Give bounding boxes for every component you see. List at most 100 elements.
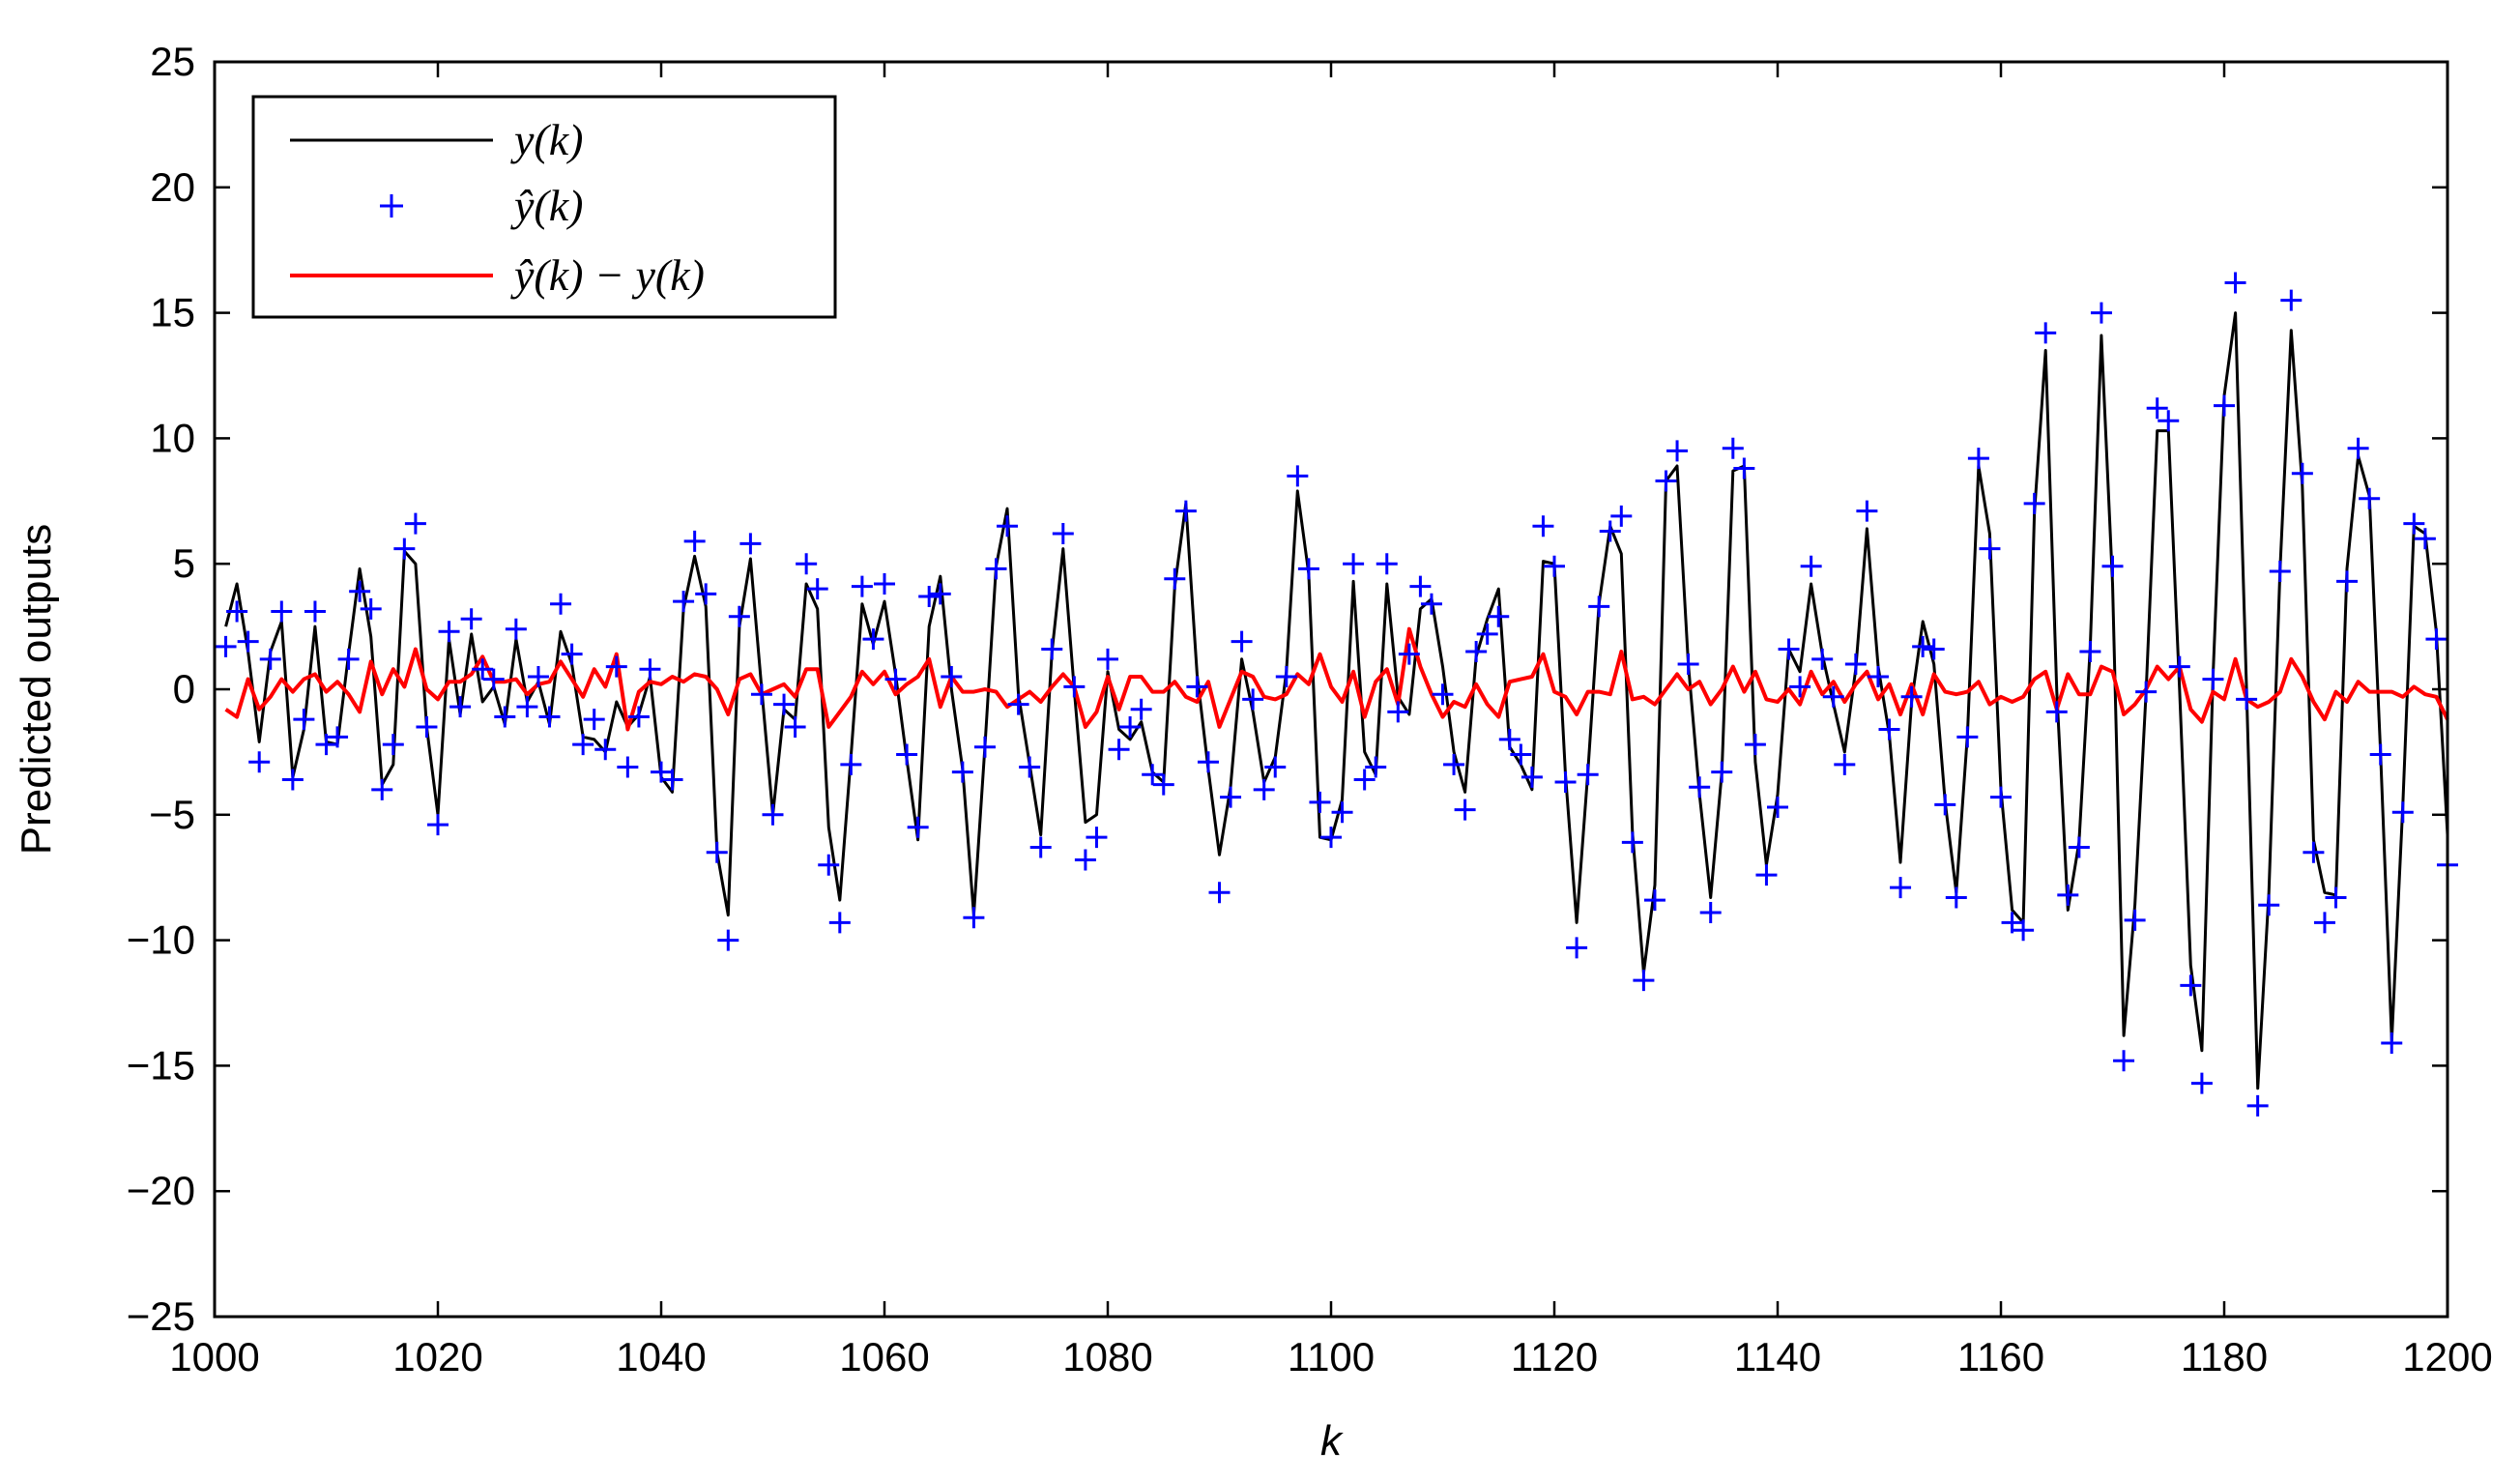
data-point-marker <box>1320 827 1342 849</box>
data-point-marker <box>304 600 326 623</box>
x-tick-label: 1080 <box>1062 1334 1152 1379</box>
x-tick-label: 1140 <box>1734 1334 1821 1379</box>
data-point-marker <box>1956 726 1979 748</box>
y-tick-label: −5 <box>149 792 195 837</box>
data-point-marker <box>505 618 527 640</box>
data-point-marker <box>605 655 627 678</box>
data-point-marker <box>572 734 594 756</box>
data-point-marker <box>1297 558 1319 580</box>
data-point-marker <box>1554 771 1577 794</box>
data-point-marker <box>1398 643 1420 665</box>
data-point-marker <box>1778 638 1800 660</box>
data-point-marker <box>2214 394 2235 417</box>
data-point-marker <box>1844 653 1867 676</box>
data-point-marker <box>494 706 516 728</box>
data-point-marker <box>1420 593 1442 615</box>
data-point-marker <box>806 578 828 600</box>
data-point-marker <box>382 734 404 756</box>
data-point-marker <box>527 666 549 688</box>
data-point-marker <box>281 769 304 791</box>
data-point-marker <box>438 621 460 643</box>
data-point-marker <box>2146 397 2168 420</box>
data-point-marker <box>538 706 561 728</box>
data-point-marker <box>2101 555 2124 577</box>
data-point-marker <box>1800 555 1822 577</box>
x-tick-label: 1040 <box>616 1334 706 1379</box>
data-point-marker <box>918 585 941 607</box>
data-point-marker <box>2224 272 2246 294</box>
x-tick-label: 1160 <box>1957 1334 2044 1379</box>
data-point-marker <box>427 814 449 836</box>
data-point-marker <box>639 658 661 681</box>
data-point-marker <box>2190 1072 2213 1094</box>
data-point-marker <box>248 751 271 773</box>
data-point-marker <box>941 666 963 688</box>
data-point-marker <box>2425 628 2448 651</box>
data-point-marker <box>1610 505 1633 527</box>
data-point-marker <box>1164 567 1186 590</box>
data-point-marker <box>2013 919 2035 942</box>
data-point-marker <box>1208 882 1231 904</box>
legend-swatch-yhat <box>380 194 403 218</box>
data-point-marker <box>728 605 750 627</box>
data-point-marker <box>929 583 951 605</box>
data-point-marker <box>1521 766 1543 788</box>
data-point-marker <box>1275 666 1297 688</box>
data-point-marker <box>1086 827 1108 849</box>
data-point-marker <box>884 668 907 690</box>
data-point-marker <box>2336 570 2359 593</box>
data-point-marker <box>2246 1094 2269 1117</box>
data-point-marker <box>1744 734 1766 756</box>
data-point-marker <box>1856 500 1878 522</box>
data-point-marker <box>2180 974 2202 997</box>
data-point-marker <box>1900 685 1923 708</box>
data-point-marker <box>1699 902 1722 924</box>
data-point-marker <box>449 696 472 718</box>
data-point-marker <box>1097 648 1118 670</box>
data-point-marker <box>583 709 605 731</box>
x-tick-label: 1180 <box>2181 1334 2268 1379</box>
y-tick-label: 15 <box>150 290 195 335</box>
data-point-marker <box>1990 786 2012 808</box>
data-point-marker <box>1945 886 1967 909</box>
data-point-marker <box>1890 877 1912 899</box>
data-point-marker <box>215 635 237 657</box>
data-point-marker <box>2168 655 2190 678</box>
data-point-marker <box>1834 753 1856 775</box>
data-point-marker <box>1923 638 1945 660</box>
y-tick-label: 20 <box>150 164 195 210</box>
data-point-marker <box>617 756 639 778</box>
data-point-marker <box>997 515 1019 537</box>
data-point-marker <box>706 841 728 863</box>
data-point-marker <box>907 816 929 838</box>
data-point-marker <box>1979 537 2001 560</box>
data-point-marker <box>818 854 840 876</box>
data-point-marker <box>1588 595 1610 618</box>
data-point-marker <box>2280 289 2303 311</box>
y-tick-label: 10 <box>150 415 195 460</box>
legend: y(k) ŷ(k) ŷ(k) − y(k) <box>251 95 837 319</box>
data-point-marker <box>482 668 505 690</box>
data-point-marker <box>1733 457 1755 479</box>
data-point-marker <box>371 778 393 800</box>
data-point-marker <box>460 608 482 630</box>
data-point-marker <box>2369 743 2391 766</box>
data-point-marker <box>1343 553 1365 575</box>
data-point-marker <box>1689 776 1711 799</box>
data-point-marker <box>516 696 538 718</box>
data-point-marker <box>1264 756 1287 778</box>
data-point-marker <box>2135 681 2158 703</box>
data-point-marker <box>561 643 583 665</box>
data-point-marker <box>840 753 862 775</box>
data-point-marker <box>1711 761 1733 783</box>
data-point-marker <box>1253 778 1275 800</box>
data-point-marker <box>327 726 349 748</box>
data-point-marker <box>1142 764 1164 786</box>
data-point-marker <box>2347 437 2369 459</box>
data-point-marker <box>1577 764 1599 786</box>
data-point-marker <box>594 739 617 761</box>
x-tick-label: 1100 <box>1288 1334 1375 1379</box>
data-point-marker <box>2113 1050 2135 1072</box>
data-point-marker <box>673 591 695 613</box>
data-point-marker <box>1934 794 1956 816</box>
